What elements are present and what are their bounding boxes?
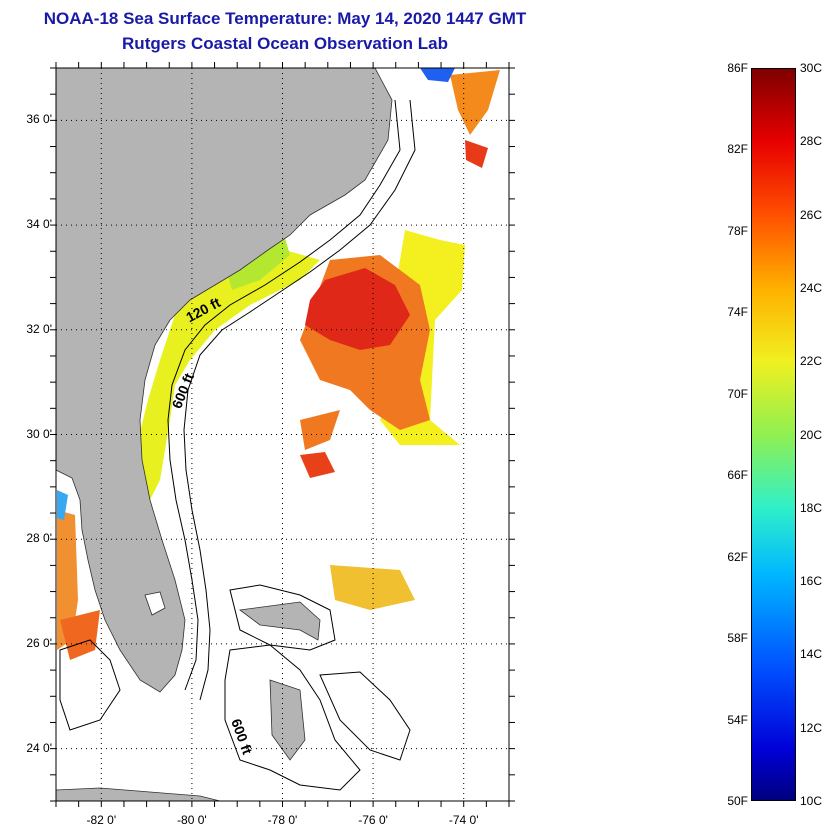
colorbar-c-label: 16C <box>800 574 823 589</box>
sst-bahamas-yellow <box>330 565 415 610</box>
lat-label: 24 0' <box>26 740 52 755</box>
sst-florida-blue <box>57 490 68 520</box>
land-andros <box>269 679 306 761</box>
lat-label: 26 0' <box>26 635 52 650</box>
lon-label: -78 0' <box>267 813 298 827</box>
colorbar-f-label: 58F <box>727 631 748 646</box>
land-florida-keys <box>56 787 221 801</box>
colorbar-f-label: 86F <box>727 61 748 75</box>
sst-north-blue <box>420 68 455 82</box>
lat-label: 34 0' <box>26 217 52 232</box>
colorbar-c-label: 28C <box>800 134 823 149</box>
land-florida-lake <box>144 591 166 616</box>
lon-label: -76 0' <box>358 813 388 827</box>
colorbar-c-label: 10C <box>800 794 823 808</box>
colorbar-c-label: 30C <box>800 61 823 75</box>
bathymetry-contours <box>59 99 416 791</box>
sst-red-north <box>465 140 488 168</box>
colorbar-f-label: 50F <box>727 794 748 808</box>
lon-label: -82 0' <box>86 813 117 827</box>
colorbar-c-label: 12C <box>800 720 823 735</box>
sst-orange-lower <box>300 410 340 450</box>
colorbar-f-label: 54F <box>727 712 748 727</box>
land <box>56 68 393 801</box>
temperature-colorbar <box>751 68 796 801</box>
contour-gulf <box>59 639 121 731</box>
contour-120ft <box>167 99 401 691</box>
contour-bahamas-south <box>224 644 361 791</box>
land-mainland <box>56 68 393 693</box>
axis-ticks <box>50 62 515 807</box>
lon-label: -74 0' <box>448 813 479 827</box>
lat-label: 32 0' <box>26 321 52 336</box>
colorbar-c-label: 26C <box>800 207 823 222</box>
sst-red-small <box>300 452 335 478</box>
sst-coastal-band <box>135 250 320 500</box>
colorbar-c-label: 20C <box>800 427 823 442</box>
colorbar-f-label: 74F <box>727 305 748 320</box>
colorbar-f-label: 82F <box>727 142 748 157</box>
colorbar-f-label: 62F <box>727 549 748 564</box>
land-bahamas-north <box>238 601 321 641</box>
map-title: NOAA-18 Sea Surface Temperature: May 14,… <box>43 9 527 28</box>
lat-label: 28 0' <box>26 531 52 546</box>
contour-bahamas <box>229 584 336 651</box>
colorbar-f-label: 66F <box>727 468 748 483</box>
colorbar-f-label: 70F <box>727 386 748 401</box>
lat-label: 30 0' <box>26 426 52 441</box>
lon-label: -80 0' <box>177 813 207 827</box>
colorbar-f-label: 78F <box>727 223 748 238</box>
sst-shelf-green <box>225 235 290 290</box>
colorbar-c-label: 14C <box>800 647 823 662</box>
contour-600ft <box>183 99 416 701</box>
sst-gulf-orange <box>60 610 100 660</box>
colorbar-c-label: 22C <box>800 354 823 369</box>
sst-orange-north <box>450 70 500 135</box>
colorbar-c-label: 18C <box>800 500 823 515</box>
sst-florida-gulf <box>57 510 78 650</box>
lat-lon-grid <box>56 68 509 801</box>
map-subtitle: Rutgers Coastal Ocean Observation Lab <box>122 34 448 53</box>
colorbar-c-label: 24C <box>800 280 823 295</box>
contour-bahamas-east <box>319 671 411 761</box>
lat-label: 36 0' <box>26 112 52 127</box>
sst-patches <box>57 68 500 660</box>
